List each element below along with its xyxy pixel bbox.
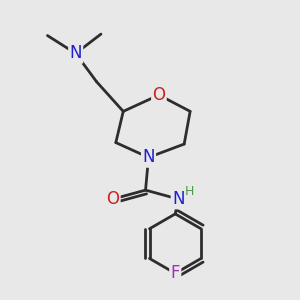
Text: H: H: [185, 185, 194, 198]
Text: O: O: [152, 86, 165, 104]
Text: N: N: [69, 44, 82, 62]
Text: N: N: [142, 148, 155, 166]
Text: F: F: [170, 264, 180, 282]
Text: O: O: [106, 190, 119, 208]
Text: N: N: [172, 190, 184, 208]
